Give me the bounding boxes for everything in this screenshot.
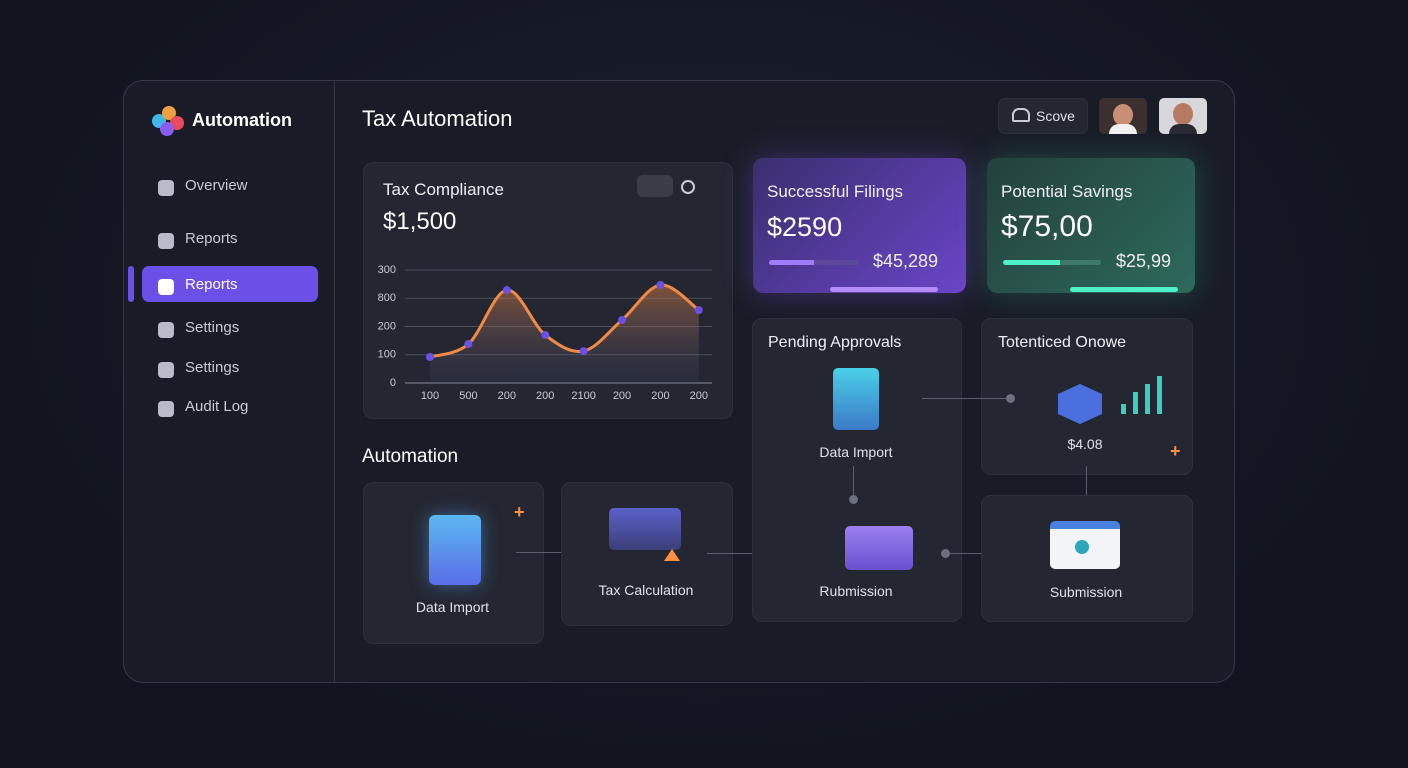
- connector-dot: [941, 549, 950, 558]
- plus-badge: +: [1170, 441, 1181, 461]
- connector: [516, 552, 582, 553]
- card-value: $75,00: [1001, 210, 1093, 243]
- x-tick-label: 200: [536, 390, 554, 402]
- section-title: Automation: [362, 446, 459, 467]
- chart-title: Tax Compliance: [383, 180, 504, 199]
- nav-icon: [158, 401, 174, 417]
- import-icon: [429, 515, 481, 585]
- nav-item[interactable]: Settings: [185, 359, 240, 376]
- y-tick-label: 300: [378, 264, 396, 276]
- line-area: [430, 284, 699, 383]
- connector-dot: [1006, 394, 1015, 403]
- connector: [707, 553, 787, 554]
- card-sub: $25,99: [1116, 251, 1172, 271]
- page-title: Tax Automation: [362, 106, 513, 131]
- y-tick-label: 100: [378, 349, 396, 361]
- line-point: [541, 330, 550, 339]
- approvals-panel: [752, 318, 962, 622]
- import-icon: [833, 368, 879, 430]
- panel-title: Pending Approvals: [768, 334, 902, 351]
- connector: [922, 398, 1010, 399]
- connector: [1086, 466, 1087, 500]
- brand-name: Automation: [192, 110, 292, 130]
- accent: [1070, 287, 1178, 292]
- bar-icon: [1133, 392, 1138, 414]
- brand-logo: [152, 106, 184, 138]
- line-point: [502, 286, 511, 295]
- header-button-label[interactable]: Scove: [1036, 108, 1075, 124]
- connector: [853, 466, 854, 496]
- x-tick-label: 500: [459, 390, 477, 402]
- x-tick-label: 2100: [571, 390, 595, 402]
- filings-card: [753, 158, 966, 293]
- node-label: Data Import: [415, 599, 490, 615]
- zoom-icon[interactable]: [681, 180, 695, 194]
- node-label: Submission: [1049, 584, 1123, 600]
- panel-title: Totenticed Onowe: [998, 334, 1127, 351]
- chart: 0 100 200 800 300 100 500 200 200 2100 200 200 200: [378, 264, 712, 402]
- y-tick-label: 0: [390, 377, 396, 389]
- avatar[interactable]: [1099, 98, 1147, 134]
- nav-icon: [158, 233, 174, 249]
- line-point: [656, 280, 665, 289]
- x-tick-label: 200: [613, 390, 631, 402]
- workflow-node[interactable]: [561, 482, 733, 626]
- nav-icon: [158, 362, 174, 378]
- chart-subtitle: $1,500: [383, 208, 457, 235]
- line-point: [694, 306, 703, 315]
- y-tick-label: 200: [378, 320, 396, 332]
- nav-item[interactable]: Settings: [185, 319, 240, 336]
- cloud-icon: [1012, 108, 1030, 122]
- nav-icon: [158, 322, 174, 338]
- nav-item[interactable]: Reports: [185, 276, 238, 293]
- line-point: [426, 353, 434, 362]
- line-point: [464, 340, 473, 349]
- y-tick-label: 800: [378, 292, 396, 304]
- line-point: [579, 347, 588, 356]
- accent: [830, 287, 938, 292]
- bar-icon: [1121, 404, 1126, 414]
- nav-item[interactable]: Overview: [185, 177, 248, 194]
- calc-icon: [609, 508, 681, 550]
- progress-bar: [769, 260, 859, 265]
- chart-tool[interactable]: [637, 175, 673, 197]
- card-title: Successful Filings: [767, 182, 904, 201]
- card-sub: $45,289: [873, 251, 939, 271]
- avatar[interactable]: [1159, 98, 1207, 134]
- nav-icon: [158, 279, 174, 295]
- submission-icon: [845, 526, 913, 570]
- connector: [942, 553, 1014, 554]
- active-indicator: [128, 266, 134, 302]
- card-title: Potential Savings: [1001, 182, 1133, 201]
- line-series: [429, 283, 700, 359]
- x-tick-label: 100: [421, 390, 439, 402]
- x-tick-label: 200: [651, 390, 669, 402]
- savings-card: [987, 158, 1195, 293]
- bar-icon: [1157, 376, 1162, 414]
- node-label: $4.08: [1067, 436, 1103, 452]
- plus-badge: +: [514, 502, 525, 522]
- nav-item[interactable]: Audit Log: [185, 398, 249, 415]
- submit-icon-dot: [1075, 540, 1089, 554]
- node-label: Data Import: [819, 444, 893, 460]
- node-label: Rubmission: [819, 583, 893, 599]
- connector-dot: [849, 495, 858, 504]
- nav-item[interactable]: Reports: [185, 230, 238, 247]
- x-tick-label: 200: [498, 390, 516, 402]
- progress-bar: [1003, 260, 1101, 265]
- line-point: [618, 316, 626, 325]
- hex-icon: [1058, 384, 1102, 424]
- sidebar-divider: [334, 80, 335, 682]
- bar-icon: [1145, 384, 1150, 414]
- x-tick-label: 200: [690, 390, 708, 402]
- nav-icon: [158, 180, 174, 196]
- node-label: Tax Calculation: [598, 582, 694, 598]
- card-value: $2590: [767, 212, 843, 242]
- warning-badge: [664, 549, 680, 561]
